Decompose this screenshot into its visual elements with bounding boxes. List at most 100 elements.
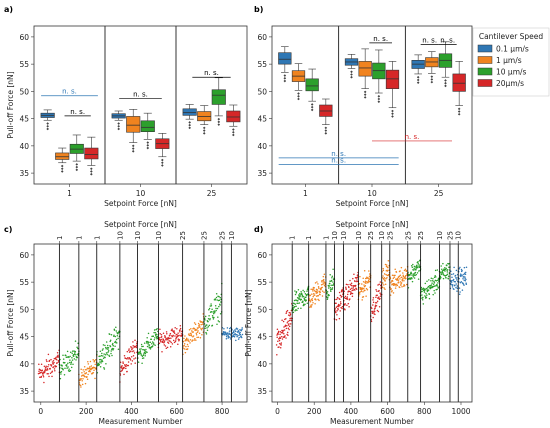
data-point (159, 328, 161, 331)
data-point (143, 342, 146, 344)
data-point (51, 361, 54, 363)
data-point (208, 314, 210, 317)
y-tick-label: 60 (19, 33, 29, 42)
data-point (450, 283, 452, 286)
y-axis-label: Pull-off Force [nN] (6, 71, 15, 138)
data-point (140, 343, 143, 346)
data-point (225, 335, 228, 338)
box-outlier (146, 146, 150, 150)
data-point (201, 323, 204, 325)
data-point (277, 330, 280, 333)
data-point (120, 370, 122, 373)
box-outlier (416, 78, 420, 82)
data-point (152, 335, 155, 338)
box-outlier (188, 121, 191, 124)
panel-label: d) (254, 225, 263, 234)
data-point (47, 353, 50, 356)
data-point (358, 293, 361, 295)
data-point (127, 358, 129, 360)
data-point (455, 277, 458, 279)
data-point (207, 320, 209, 323)
data-point (341, 288, 344, 291)
data-point (151, 343, 153, 345)
data-point (458, 287, 461, 289)
data-point (351, 295, 354, 298)
data-point (204, 325, 207, 328)
data-point (397, 280, 400, 282)
data-point (146, 336, 148, 339)
data-point (335, 306, 338, 309)
x-tick-label: 800 (215, 407, 230, 416)
data-point (385, 278, 387, 280)
data-point (348, 290, 351, 293)
x-tick-label: 400 (344, 407, 359, 416)
box (211, 89, 226, 105)
data-point (288, 325, 291, 328)
data-point (218, 299, 221, 301)
data-point (315, 290, 317, 292)
data-point (363, 284, 365, 286)
data-point (338, 317, 341, 320)
data-point (383, 287, 385, 289)
box (126, 116, 141, 133)
data-point (149, 341, 152, 344)
data-point (115, 326, 117, 329)
data-point (38, 363, 40, 365)
data-point (98, 363, 101, 365)
data-point (65, 365, 68, 367)
data-point (350, 282, 353, 285)
ns-label: n. s. (133, 90, 148, 98)
data-point (423, 291, 426, 293)
data-point (92, 359, 94, 361)
data-point (164, 336, 167, 338)
data-point (281, 329, 283, 332)
data-point (193, 327, 196, 330)
data-point (160, 338, 162, 341)
data-point (294, 290, 296, 292)
data-point (341, 305, 344, 308)
box (226, 110, 241, 123)
data-point (396, 284, 399, 287)
data-point (303, 304, 305, 307)
legend-swatch (477, 44, 493, 53)
data-point (278, 346, 280, 348)
box-outlier (60, 164, 64, 168)
box-outlier (350, 75, 353, 79)
data-point (104, 354, 107, 356)
data-point (208, 324, 211, 327)
data-point (195, 332, 198, 334)
data-point (368, 270, 370, 272)
data-point (384, 288, 386, 291)
data-point (427, 285, 430, 288)
panel-label: a) (4, 5, 13, 14)
data-point (159, 333, 161, 335)
data-point (206, 327, 208, 329)
data-point (320, 283, 323, 286)
legend-title: Cantilever Speed (479, 32, 544, 41)
data-point (45, 366, 47, 369)
data-point (299, 295, 301, 298)
data-point (400, 282, 403, 284)
data-point (167, 342, 170, 344)
data-point (153, 339, 156, 341)
data-point (413, 274, 415, 277)
data-point (439, 271, 442, 273)
data-point (428, 297, 431, 300)
data-point (145, 342, 148, 344)
data-point (57, 359, 60, 362)
data-point (454, 284, 456, 287)
data-point (192, 335, 195, 337)
data-point (416, 264, 418, 267)
data-point (403, 283, 405, 286)
data-point (326, 291, 329, 293)
box-outlier (217, 117, 221, 121)
data-point (294, 293, 297, 296)
data-point (411, 277, 413, 280)
data-point (90, 368, 92, 371)
data-point (386, 277, 388, 279)
data-point (80, 386, 82, 388)
ns-label: n. s. (70, 108, 85, 116)
data-point (397, 281, 400, 284)
data-point (82, 369, 84, 371)
data-point (299, 294, 302, 296)
